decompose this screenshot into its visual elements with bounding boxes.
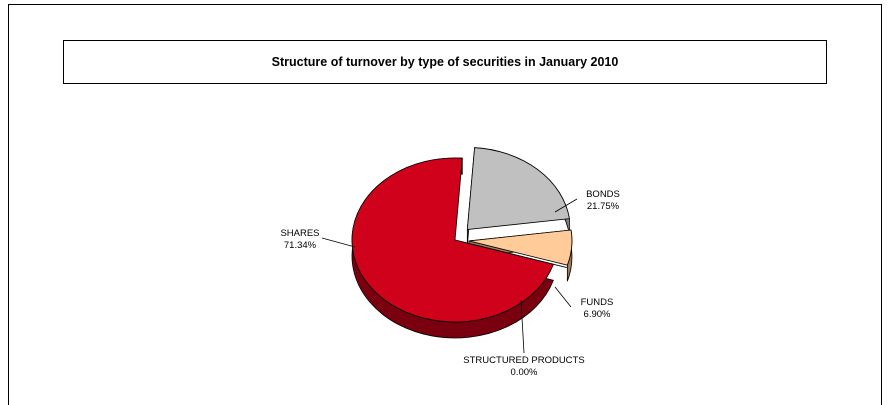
slice-label-funds: FUNDS (581, 297, 614, 308)
leader-line-shares (321, 237, 356, 248)
slice-shares (351, 157, 554, 323)
slice-funds (468, 229, 573, 266)
leader-lines (321, 198, 578, 354)
chart-title: Structure of turnover by type of securit… (271, 55, 619, 69)
slice-value-funds: 6.90% (584, 309, 611, 320)
chart-area (8, 4, 882, 405)
slice-value-shares: 71.34% (284, 240, 317, 251)
slice-structured-products (468, 242, 567, 268)
pie-tops (351, 147, 573, 323)
leader-line-structured-products (520, 299, 525, 354)
chart-title-box: Structure of turnover by type of securit… (63, 40, 827, 84)
leader-line-funds (554, 286, 572, 308)
slice-value-structured-products: 0.00% (511, 367, 538, 378)
slice-label-shares: SHARES (280, 228, 319, 239)
slice-value-bonds: 21.75% (587, 201, 620, 212)
slice-label-bonds: BONDS (586, 189, 620, 200)
leader-line-bonds (554, 198, 578, 213)
slice-bonds (466, 147, 570, 230)
slice-label-structured-products: STRUCTURED PRODUCTS (463, 355, 584, 366)
